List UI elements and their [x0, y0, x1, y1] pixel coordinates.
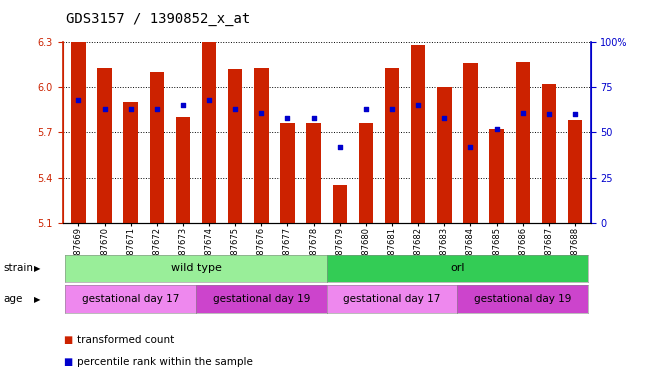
Point — [570, 111, 580, 118]
Bar — [515, 62, 530, 223]
Bar — [437, 88, 451, 223]
Point — [282, 115, 293, 121]
Bar — [411, 45, 426, 223]
Point — [413, 103, 424, 109]
Point — [465, 144, 476, 150]
Point — [335, 144, 345, 150]
Point — [360, 106, 371, 112]
Text: strain: strain — [3, 263, 33, 273]
Point — [517, 109, 528, 116]
Bar — [280, 124, 294, 223]
Bar — [568, 121, 582, 223]
Text: wild type: wild type — [170, 263, 222, 273]
Point — [230, 106, 240, 112]
Text: percentile rank within the sample: percentile rank within the sample — [77, 357, 253, 367]
Text: gestational day 19: gestational day 19 — [474, 294, 572, 304]
Bar — [150, 72, 164, 223]
Bar — [254, 68, 269, 223]
Point — [387, 106, 397, 112]
Point — [439, 115, 449, 121]
Bar — [306, 124, 321, 223]
Point — [308, 115, 319, 121]
Bar — [359, 124, 373, 223]
Point — [544, 111, 554, 118]
Text: ■: ■ — [63, 357, 72, 367]
Bar — [463, 63, 478, 223]
Bar — [333, 185, 347, 223]
Point — [491, 126, 502, 132]
Text: ■: ■ — [63, 335, 72, 345]
Bar — [71, 42, 86, 223]
Text: transformed count: transformed count — [77, 335, 174, 345]
Text: gestational day 17: gestational day 17 — [343, 294, 441, 304]
Bar — [228, 70, 242, 223]
Point — [256, 109, 267, 116]
Bar — [385, 68, 399, 223]
Text: orl: orl — [450, 263, 465, 273]
Bar — [176, 118, 190, 223]
Bar — [97, 68, 112, 223]
Point — [73, 97, 84, 103]
Text: gestational day 19: gestational day 19 — [213, 294, 310, 304]
Bar — [490, 129, 504, 223]
Text: ▶: ▶ — [34, 264, 41, 273]
Point — [204, 97, 214, 103]
Point — [152, 106, 162, 112]
Bar — [542, 84, 556, 223]
Bar — [202, 42, 216, 223]
Point — [125, 106, 136, 112]
Text: gestational day 17: gestational day 17 — [82, 294, 180, 304]
Point — [178, 103, 188, 109]
Point — [99, 106, 110, 112]
Text: GDS3157 / 1390852_x_at: GDS3157 / 1390852_x_at — [66, 12, 250, 25]
Text: age: age — [3, 294, 22, 304]
Text: ▶: ▶ — [34, 295, 41, 304]
Bar — [123, 103, 138, 223]
